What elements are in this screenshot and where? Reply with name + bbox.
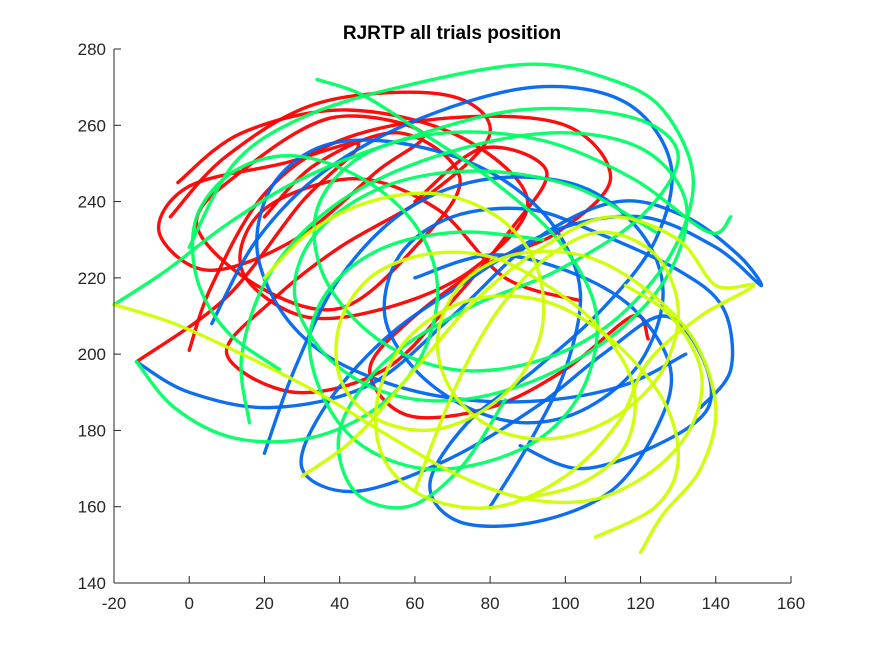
y-tick-label: 200 bbox=[78, 345, 106, 364]
y-tick-label: 280 bbox=[78, 40, 106, 59]
trace-red-3 bbox=[187, 114, 650, 420]
trace-green-11 bbox=[239, 131, 689, 425]
axes: -20 0 20 40 60 80 100 120 140 160 140 160 180 200 220 2… bbox=[78, 40, 806, 613]
x-tick-label: 60 bbox=[405, 594, 424, 613]
x-tick-label: 100 bbox=[551, 594, 579, 613]
y-tick-label: 220 bbox=[78, 269, 106, 288]
trace-lime-16 bbox=[262, 191, 637, 501]
y-tick-label: 180 bbox=[78, 421, 106, 440]
chart-title: RJRTP all trials position bbox=[343, 23, 561, 44]
x-tick-label: 140 bbox=[702, 594, 730, 613]
x-tick-label: 40 bbox=[330, 594, 349, 613]
x-tick-label: -20 bbox=[102, 594, 127, 613]
y-tick-label: 240 bbox=[78, 193, 106, 212]
trace-lime-17 bbox=[112, 283, 704, 505]
trace-group bbox=[112, 62, 764, 555]
y-tick-label: 160 bbox=[78, 498, 106, 517]
trace-green-10 bbox=[187, 62, 733, 373]
trace-green-9 bbox=[112, 106, 680, 510]
x-tick-label: 120 bbox=[626, 594, 654, 613]
x-tick-label: 80 bbox=[481, 594, 500, 613]
y-tick-label: 260 bbox=[78, 116, 106, 135]
x-tick-label: 20 bbox=[255, 594, 274, 613]
x-tick-label: 0 bbox=[184, 594, 193, 613]
x-tick-label: 160 bbox=[777, 594, 805, 613]
trace-blue-7 bbox=[262, 175, 735, 455]
trace-green-12 bbox=[134, 153, 440, 444]
trace-green-13 bbox=[307, 77, 600, 472]
y-tick-label: 140 bbox=[78, 574, 106, 593]
